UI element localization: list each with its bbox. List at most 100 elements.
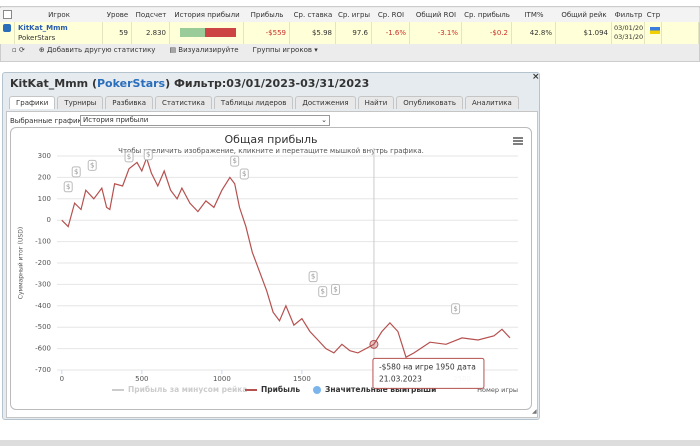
significant-win-marker: $ (308, 271, 318, 283)
tab[interactable]: Достижения (295, 96, 356, 109)
header-cell: Ср. прибыль (462, 8, 513, 23)
hover-point (369, 339, 379, 349)
header-cell: История прибыли (170, 8, 245, 23)
cell (15, 22, 103, 44)
title-filter: ) Фильтр:03/01/2023-03/31/2023 (165, 77, 370, 90)
marker-box (87, 159, 97, 171)
visualize[interactable]: ▤ Визуализируйте (169, 46, 239, 54)
header-cell: Фильтр (612, 8, 646, 23)
significant-win-marker: $ (87, 159, 97, 171)
marker-label: $ (242, 170, 246, 178)
profit-line (61, 156, 511, 359)
legend-label: Значительные выигрыши (325, 385, 436, 394)
tab[interactable]: Разбивка (105, 96, 154, 109)
toolbar: ▫ ⟳ ⊕ Добавить другую статистику ▤ Визуа… (12, 46, 572, 56)
scrollbar[interactable] (0, 440, 700, 446)
resize-handle[interactable]: ◢ (532, 408, 537, 415)
marker-box (63, 181, 73, 193)
y-axis-label: Суммарный итог (USD) (18, 227, 25, 299)
player-site: PokerStars (18, 34, 56, 42)
significant-win-marker: $ (239, 168, 249, 180)
charts-label: Выбранные графики: (10, 117, 89, 125)
significant-win-marker: $ (230, 155, 240, 167)
significant-win-marker: $ (318, 286, 328, 298)
legend-item[interactable]: Прибыль за минусом рейка (112, 385, 247, 394)
tab[interactable]: Таблицы лидеров (213, 96, 294, 109)
select-arrow: ⌄ (321, 116, 327, 124)
marker-box (239, 168, 249, 180)
legend-item[interactable]: Значительные выигрыши (313, 385, 436, 394)
menu-icon[interactable] (513, 137, 523, 145)
y-tick-label: -100 (35, 238, 51, 246)
legend-item[interactable]: Прибыль (245, 385, 300, 394)
cell: $5.98 (290, 22, 336, 44)
tab[interactable]: Турниры (57, 96, 104, 109)
y-tick-label: -500 (35, 323, 51, 331)
significant-win-marker: $ (451, 303, 461, 315)
charts-select-value: История прибыли (83, 116, 149, 124)
header-checkbox[interactable] (3, 10, 12, 19)
tab[interactable]: Аналитика (465, 96, 519, 109)
tab[interactable]: Найти (357, 96, 395, 109)
y-tick-label: 0 (47, 216, 51, 224)
marker-box (124, 151, 134, 163)
visualize-label: Визуализируйте (178, 46, 239, 54)
tab-bar: Графики Турниры Разбивка Статистика Таблицы … (9, 96, 521, 109)
cell: $1.094 (556, 22, 612, 44)
significant-win-marker: $ (63, 181, 73, 193)
x-tick-label: 1000 (213, 375, 231, 383)
significant-win-marker: $ (331, 284, 341, 296)
legend-label: Прибыль за минусом рейка (128, 385, 247, 394)
x-axis-label: Номер игры (477, 386, 518, 394)
y-tick-label: -200 (35, 259, 51, 267)
tab[interactable]: Опубликовать (396, 96, 463, 109)
tooltip-box (372, 357, 485, 389)
tab[interactable]: Статистика (155, 96, 212, 109)
cell: -1.6% (372, 22, 410, 44)
title-site[interactable]: PokerStars (97, 77, 166, 90)
legend-label: Прибыль (261, 385, 300, 394)
filter-date: 03/31/20 (614, 33, 644, 41)
toolbar-icons[interactable]: ▫ ⟳ (12, 46, 25, 54)
add-stat[interactable]: ⊕ Добавить другую статистику (38, 46, 156, 54)
significant-win-marker: $ (124, 151, 134, 163)
marker-label: $ (66, 183, 70, 191)
marker-label: $ (232, 157, 236, 165)
tooltip-date: 21.03.2023 (379, 374, 422, 383)
y-tick-label: -700 (35, 366, 51, 374)
significant-win-marker: $ (71, 166, 81, 178)
significant-win-marker: $ (143, 149, 153, 161)
marker-box (318, 286, 328, 298)
y-tick-label: 100 (38, 195, 51, 203)
y-tick-label: -400 (35, 302, 51, 310)
cell: -3.1% (410, 22, 462, 44)
window-title: KitKat_Mmm (PokerStars) Фильтр:03/01/202… (10, 77, 369, 90)
marker-label: $ (90, 161, 94, 169)
tab[interactable]: Графики (9, 96, 56, 109)
cell: -$0.2 (462, 22, 512, 44)
y-tick-label: -600 (35, 345, 51, 353)
marker-box (143, 149, 153, 161)
row-checkbox[interactable] (3, 24, 11, 32)
header-cell: Игрок (15, 8, 104, 23)
player-groups[interactable]: Группы игроков ▾ (252, 46, 318, 54)
chart: Общая прибыль Чтобы увеличить изображени… (10, 127, 532, 410)
marker-label: $ (146, 151, 150, 159)
marker-box (331, 284, 341, 296)
title-player: KitKat_Mmm ( (10, 77, 97, 90)
tooltip: -$580 на игре 1950 дата 21.03.2023 (372, 357, 485, 389)
profit-sparkline (180, 28, 236, 37)
header-cell: Подсчет (132, 8, 171, 23)
charts-select[interactable]: История прибыли ⌄ (80, 115, 330, 126)
close-button[interactable]: × (532, 72, 540, 82)
marker-label: $ (74, 168, 78, 176)
cell: 42.8% (512, 22, 556, 44)
marker-label: $ (311, 273, 315, 281)
y-tick-label: -300 (35, 280, 51, 288)
cell: 97.6 (336, 22, 372, 44)
chart-title: Общая прибыль (225, 133, 318, 146)
player-name[interactable]: KitKat_Mmm (18, 24, 68, 32)
tooltip-text: -$580 на игре 1950 дата (379, 362, 476, 371)
header-cell: Прибыль (244, 8, 291, 23)
